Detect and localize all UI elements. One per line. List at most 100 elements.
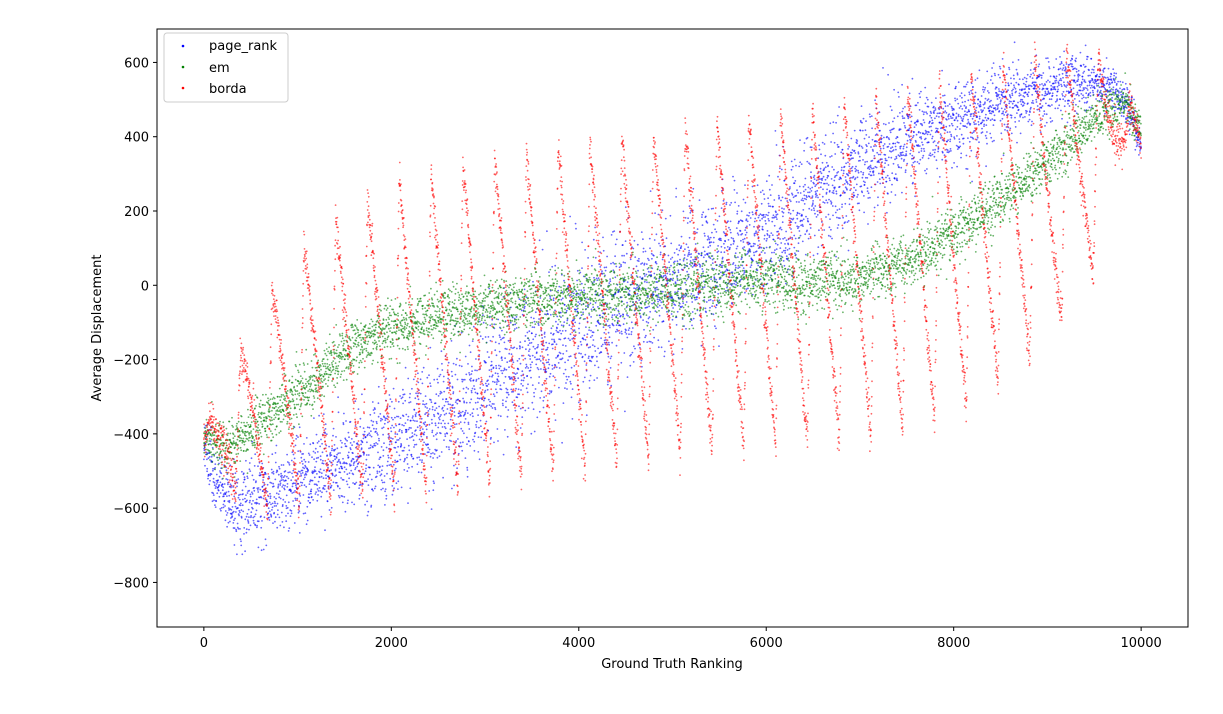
- point-page-rank: [1025, 80, 1028, 83]
- point-page-rank: [470, 377, 472, 380]
- point-page-rank: [677, 290, 679, 293]
- point-page-rank: [417, 381, 420, 384]
- point-page-rank: [1055, 77, 1057, 80]
- point-page-rank: [990, 106, 993, 109]
- point-page-rank: [569, 215, 571, 218]
- point-page-rank: [340, 446, 343, 449]
- point-page-rank: [545, 341, 548, 344]
- point-page-rank: [755, 250, 758, 253]
- point-page-rank: [308, 493, 310, 496]
- point-page-rank: [964, 85, 967, 88]
- point-page-rank: [440, 414, 442, 416]
- point-page-rank: [528, 330, 531, 333]
- point-page-rank: [379, 456, 382, 459]
- point-page-rank: [816, 210, 819, 213]
- point-page-rank: [564, 368, 567, 371]
- point-page-rank: [746, 214, 748, 217]
- point-page-rank: [742, 267, 745, 269]
- point-page-rank: [762, 285, 765, 288]
- point-page-rank: [595, 355, 598, 358]
- point-page-rank: [810, 209, 813, 211]
- point-page-rank: [408, 396, 411, 399]
- point-page-rank: [657, 339, 660, 342]
- point-page-rank: [479, 335, 482, 338]
- point-page-rank: [277, 485, 280, 487]
- point-page-rank: [612, 324, 615, 327]
- point-page-rank: [321, 451, 324, 454]
- point-page-rank: [545, 377, 548, 380]
- point-page-rank: [836, 209, 839, 211]
- point-page-rank: [1102, 71, 1105, 73]
- point-page-rank: [505, 400, 507, 403]
- point-page-rank: [894, 173, 897, 176]
- point-page-rank: [359, 417, 362, 420]
- point-page-rank: [255, 480, 257, 483]
- point-page-rank: [311, 456, 313, 459]
- point-page-rank: [445, 400, 447, 403]
- point-page-rank: [558, 367, 561, 369]
- point-page-rank: [244, 485, 247, 488]
- point-page-rank: [390, 437, 392, 439]
- point-page-rank: [353, 503, 356, 506]
- point-page-rank: [471, 387, 474, 390]
- point-page-rank: [645, 334, 647, 337]
- point-page-rank: [732, 237, 735, 240]
- point-page-rank: [990, 99, 992, 102]
- point-page-rank: [389, 427, 392, 429]
- point-page-rank: [421, 371, 424, 373]
- point-page-rank: [758, 229, 761, 232]
- point-page-rank: [337, 494, 340, 497]
- point-page-rank: [628, 327, 631, 330]
- point-page-rank: [568, 355, 571, 358]
- point-page-rank: [506, 435, 509, 438]
- point-page-rank: [1004, 129, 1006, 131]
- point-page-rank: [637, 269, 639, 272]
- point-page-rank: [802, 225, 804, 228]
- point-page-rank: [832, 132, 834, 135]
- point-page-rank: [1007, 89, 1009, 91]
- point-page-rank: [822, 175, 825, 178]
- point-page-rank: [718, 215, 721, 218]
- point-page-rank: [854, 189, 857, 192]
- point-page-rank: [794, 237, 797, 240]
- point-page-rank: [653, 272, 656, 275]
- point-page-rank: [809, 227, 812, 229]
- point-page-rank: [954, 97, 956, 100]
- point-page-rank: [1014, 87, 1017, 90]
- point-page-rank: [221, 483, 224, 485]
- point-page-rank: [840, 169, 843, 172]
- point-page-rank: [269, 495, 272, 498]
- point-page-rank: [1111, 100, 1114, 102]
- point-page-rank: [806, 136, 809, 139]
- point-page-rank: [639, 276, 641, 278]
- point-page-rank: [648, 316, 651, 318]
- point-page-rank: [962, 115, 965, 118]
- point-page-rank: [779, 167, 781, 170]
- point-page-rank: [944, 105, 947, 108]
- point-page-rank: [461, 430, 464, 432]
- point-page-rank: [607, 331, 610, 334]
- point-page-rank: [820, 181, 823, 184]
- point-page-rank: [837, 224, 840, 226]
- point-page-rank: [688, 251, 690, 254]
- point-page-rank: [967, 118, 969, 121]
- point-page-rank: [370, 504, 373, 507]
- point-page-rank: [695, 298, 698, 301]
- point-page-rank: [397, 480, 400, 483]
- point-page-rank: [615, 330, 617, 333]
- point-page-rank: [1020, 113, 1023, 115]
- point-page-rank: [566, 388, 568, 390]
- point-page-rank: [946, 118, 948, 121]
- point-page-rank: [372, 446, 374, 449]
- point-page-rank: [389, 477, 392, 480]
- point-page-rank: [942, 107, 945, 110]
- point-page-rank: [768, 188, 771, 191]
- point-page-rank: [618, 332, 621, 334]
- point-page-rank: [461, 380, 464, 383]
- point-page-rank: [557, 323, 559, 326]
- point-page-rank: [525, 363, 528, 366]
- point-page-rank: [370, 430, 372, 433]
- point-page-rank: [842, 172, 845, 175]
- point-page-rank: [231, 506, 234, 508]
- point-page-rank: [271, 506, 274, 509]
